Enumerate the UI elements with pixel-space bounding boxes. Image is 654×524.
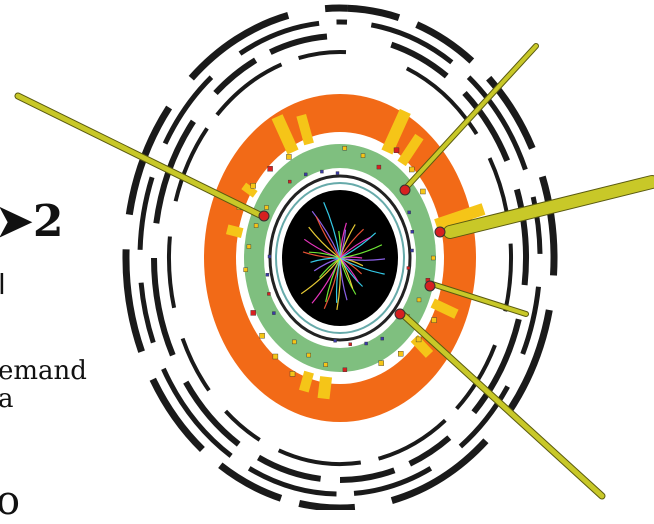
calorimeter-cell — [290, 371, 295, 376]
calorimeter-tower — [324, 377, 327, 399]
calorimeter-cell — [408, 211, 411, 214]
calorimeter-cell — [267, 292, 270, 295]
calorimeter-cell — [286, 154, 291, 159]
muon-chamber-segment — [379, 420, 446, 458]
calorimeter-cell — [431, 256, 435, 260]
calorimeter-cell — [411, 249, 414, 252]
muon-chamber-segment — [153, 379, 203, 449]
calorimeter-cell — [334, 339, 337, 342]
muon-chamber-segment — [140, 177, 152, 250]
calorimeter-cell — [409, 167, 414, 172]
calorimeter-cell — [361, 154, 365, 158]
calorimeter-cell — [379, 361, 384, 366]
calorimeter-cell — [273, 354, 278, 359]
calorimeter-cell — [251, 310, 256, 315]
muon-chamber-segment — [391, 45, 446, 77]
calorimeter-cell — [343, 368, 347, 372]
muon-chamber-segment — [126, 249, 142, 351]
jet-origin-marker — [435, 227, 445, 237]
jet-line — [18, 96, 262, 216]
muon-chamber-segment — [505, 244, 511, 312]
calorimeter-cell — [254, 224, 258, 228]
calorimeter-cell — [343, 146, 347, 150]
calorimeter-cell — [304, 173, 307, 176]
calorimeter-cell — [268, 166, 273, 171]
calorimeter-cell — [292, 340, 296, 344]
calorimeter-tower — [304, 372, 309, 391]
calorimeter-cell — [381, 337, 384, 340]
calorimeter-cell — [432, 318, 437, 323]
calorimeter-cell — [417, 298, 421, 302]
muon-chamber-segment — [371, 25, 452, 62]
muon-chamber-segment — [217, 64, 282, 115]
calorimeter-cell — [420, 189, 425, 194]
calorimeter-cell — [398, 351, 403, 356]
calorimeter-cell — [247, 245, 251, 249]
muon-chamber-segment — [279, 450, 361, 464]
calorimeter-cell — [416, 337, 421, 342]
jet-origin-marker — [425, 281, 435, 291]
muon-chamber-segment — [186, 382, 239, 444]
calorimeter-cell — [307, 353, 311, 357]
muon-chamber-segment — [517, 189, 526, 285]
calorimeter-cell — [288, 180, 291, 183]
calorimeter-cell — [349, 343, 352, 346]
particle-collision-event-display — [0, 0, 654, 510]
muon-chamber-segment — [299, 503, 355, 508]
calorimeter-cell — [324, 363, 328, 367]
muon-chamber-segment — [299, 52, 346, 58]
muon-chamber-segment — [169, 237, 174, 308]
muon-chamber-segment — [340, 470, 394, 480]
muon-chamber-segment — [523, 287, 539, 354]
calorimeter-cell — [365, 342, 368, 345]
calorimeter-cell — [320, 170, 323, 173]
calorimeter-cell — [265, 206, 269, 210]
calorimeter-cell — [266, 273, 269, 276]
calorimeter-cell — [394, 148, 399, 153]
calorimeter-cell — [407, 267, 410, 270]
muon-chamber-segment — [348, 8, 400, 18]
calorimeter-cell — [377, 165, 381, 169]
calorimeter-tower — [227, 229, 242, 233]
calorimeter-cell — [260, 333, 265, 338]
calorimeter-cell — [268, 255, 271, 258]
muon-chamber-segment — [542, 177, 554, 276]
inner-tracker — [270, 176, 410, 340]
calorimeter-cell — [411, 230, 414, 233]
calorimeter-cell — [272, 312, 275, 315]
calorimeter-cell — [336, 172, 339, 175]
muon-chamber-segment — [490, 158, 507, 212]
muon-chamber-segment — [216, 60, 256, 93]
muon-chamber-segment — [325, 8, 347, 9]
calorimeter-cell — [244, 268, 248, 272]
muon-chamber-segment — [270, 37, 327, 53]
jet-origin-marker — [395, 309, 405, 319]
muon-chamber-segment — [141, 283, 153, 343]
calorimeter-cell — [251, 183, 256, 188]
jet-origin-marker — [400, 185, 410, 195]
jet-origin-marker — [259, 211, 269, 221]
